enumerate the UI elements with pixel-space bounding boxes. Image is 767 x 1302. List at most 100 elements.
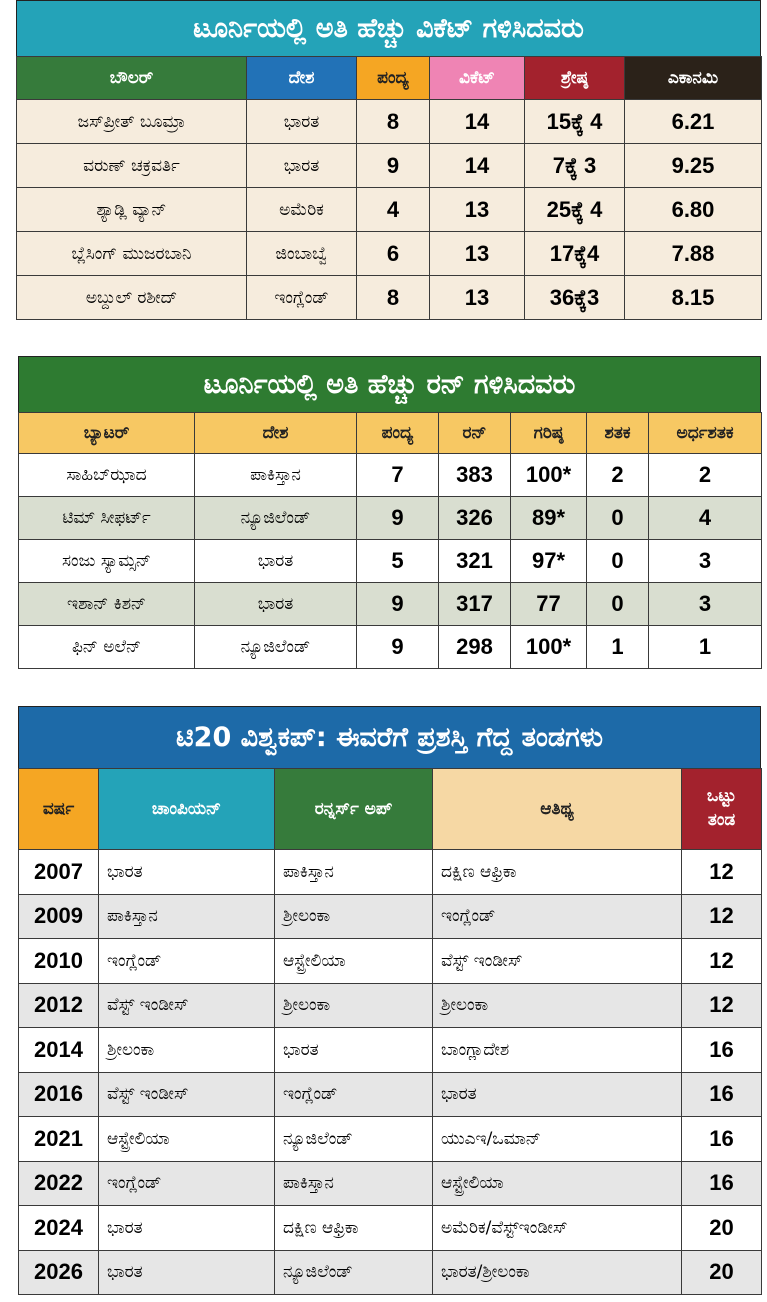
teams-cell: 16 [681, 1027, 762, 1073]
bowler-matches: 6 [356, 231, 430, 276]
champion-cell: ಭಾರತ [98, 1205, 275, 1251]
header-year: ವರ್ಷ [18, 768, 99, 850]
bowler-matches: 8 [356, 99, 430, 144]
year-cell: 2021 [18, 1116, 99, 1162]
header-teams-label: ತಂಡ [707, 810, 736, 830]
bowler-wickets: 13 [429, 275, 525, 320]
host-cell: ಇಂಗ್ಲೆಂಡ್ [432, 893, 682, 939]
header-champion: ಚಾಂಪಿಯನ್ [98, 768, 275, 850]
batter-runs: 326 [438, 496, 511, 540]
runners-up-cell: ನ್ಯೂಜಿಲೆಂಡ್ [274, 1116, 433, 1162]
teams-cell: 12 [681, 849, 762, 895]
teams-cell: 20 [681, 1249, 762, 1295]
champion-cell: ಭಾರತ [98, 1249, 275, 1295]
table-row: 2012 ವೆಸ್ಟ್ ಇಂಡೀಸ್ ಶ್ರೀಲಂಕಾ ಶ್ರೀಲಂಕಾ 12 [18, 982, 762, 1028]
table-row: 2009 ಪಾಕಿಸ್ತಾನ ಶ್ರೀಲಂಕಾ ಇಂಗ್ಲೆಂಡ್ 12 [18, 893, 762, 939]
runners-up-cell: ಇಂಗ್ಲೆಂಡ್ [274, 1071, 433, 1117]
table-row: 2016 ವೆಸ್ಟ್ ಇಂಡೀಸ್ ಇಂಗ್ಲೆಂಡ್ ಭಾರತ 16 [18, 1071, 762, 1117]
table-row: ಅಬ್ದುಲ್ ರಶೀದ್ ಇಂಗ್ಲೆಂಡ್ 8 13 36ಕ್ಕೆ3 8.1… [16, 275, 762, 320]
teams-cell: 20 [681, 1205, 762, 1251]
batter-runs: 321 [438, 539, 511, 583]
table-row: ಸಾಹಿಬ್‌ಝಾದ ಪಾಕಿಸ್ತಾನ 7 383 100* 2 2 [18, 453, 762, 497]
host-cell: ಭಾರತ [432, 1071, 682, 1117]
header-runners-up: ರನ್ನರ್ಸ್ ಅಪ್ [274, 768, 433, 850]
batter-country: ನ್ಯೂಜಿಲೆಂಡ್ [194, 625, 357, 669]
year-cell: 2007 [18, 849, 99, 895]
batter-country: ಭಾರತ [194, 582, 357, 626]
header-country: ದೇಶ [246, 56, 357, 100]
batter-fifties: 4 [648, 496, 762, 540]
bowler-name: ಅಬ್ದುಲ್ ರಶೀದ್ [16, 275, 247, 320]
runners-up-cell: ಆಸ್ಟ್ರೇಲಿಯಾ [274, 938, 433, 984]
bowler-name: ಬ್ಲೆಸಿಂಗ್ ಮುಜರಬಾನಿ [16, 231, 247, 276]
year-cell: 2009 [18, 893, 99, 939]
batter-runs: 383 [438, 453, 511, 497]
runners-up-cell: ಪಾಕಿಸ್ತಾನ [274, 1160, 433, 1206]
runners-up-cell: ಭಾರತ [274, 1027, 433, 1073]
teams-cell: 12 [681, 982, 762, 1028]
header-batter: ಬ್ಯಾಟರ್ [18, 412, 195, 454]
champion-cell: ಪಾಕಿಸ್ತಾನ [98, 893, 275, 939]
batter-country: ಭಾರತ [194, 539, 357, 583]
host-cell: ಯುಎಇ/ಒಮಾನ್ [432, 1116, 682, 1162]
header-bowler: ಬೌಲರ್ [16, 56, 247, 100]
host-cell: ವೆಸ್ಟ್ ಇಂಡೀಸ್ [432, 938, 682, 984]
table-row: 2014 ಶ್ರೀಲಂಕಾ ಭಾರತ ಬಾಂಗ್ಲಾದೇಶ 16 [18, 1027, 762, 1073]
table-row: ಇಶಾನ್ ಕಿಶನ್ ಭಾರತ 9 317 77 0 3 [18, 582, 762, 626]
batter-name: ಫಿನ್ ಅಲೆನ್ [18, 625, 195, 669]
header-country: ದೇಶ [194, 412, 357, 454]
bowler-wickets: 14 [429, 99, 525, 144]
teams-cell: 12 [681, 893, 762, 939]
bowler-country: ಇಂಗ್ಲೆಂಡ್ [246, 275, 357, 320]
batter-country: ಪಾಕಿಸ್ತಾನ [194, 453, 357, 497]
header-highest: ಗರಿಷ್ಠ [510, 412, 587, 454]
bowler-best: 15ಕ್ಕೆ 4 [524, 99, 625, 144]
champion-cell: ವೆಸ್ಟ್ ಇಂಡೀಸ್ [98, 1071, 275, 1117]
year-cell: 2012 [18, 982, 99, 1028]
table-row: ಬ್ಲೆಸಿಂಗ್ ಮುಜರಬಾನಿ ಜಿಂಬಾಬ್ವೆ 6 13 17ಕ್ಕೆ… [16, 231, 762, 276]
batter-highest: 89* [510, 496, 587, 540]
host-cell: ಭಾರತ/ಶ್ರೀಲಂಕಾ [432, 1249, 682, 1295]
bowler-economy: 9.25 [624, 143, 762, 188]
teams-cell: 16 [681, 1071, 762, 1117]
year-cell: 2026 [18, 1249, 99, 1295]
header-hundreds: ಶತಕ [586, 412, 649, 454]
table-row: ಸಂಜು ಸ್ಯಾಮ್ಸನ್ ಭಾರತ 5 321 97* 0 3 [18, 539, 762, 583]
bowler-country: ಭಾರತ [246, 99, 357, 144]
year-cell: 2022 [18, 1160, 99, 1206]
wickets-section: ಟೂರ್ನಿಯಲ್ಲಿ ಅತಿ ಹೆಚ್ಚು ವಿಕೆಟ್ ಗಳಿಸಿದವರು … [16, 0, 762, 320]
runners-up-cell: ಶ್ರೀಲಂಕಾ [274, 982, 433, 1028]
runners-up-cell: ದಕ್ಷಿಣ ಆಫ್ರಿಕಾ [274, 1205, 433, 1251]
champion-cell: ಇಂಗ್ಲೆಂಡ್ [98, 1160, 275, 1206]
host-cell: ಶ್ರೀಲಂಕಾ [432, 982, 682, 1028]
table-row: 2026 ಭಾರತ ನ್ಯೂಜಿಲೆಂಡ್ ಭಾರತ/ಶ್ರೀಲಂಕಾ 20 [18, 1249, 762, 1295]
bowler-name: ವರುಣ್ ಚಕ್ರವರ್ತಿ [16, 143, 247, 188]
table-row: 2022 ಇಂಗ್ಲೆಂಡ್ ಪಾಕಿಸ್ತಾನ ಆಸ್ಟ್ರೇಲಿಯಾ 16 [18, 1160, 762, 1206]
bowler-best: 17ಕ್ಕೆ4 [524, 231, 625, 276]
header-host: ಆತಿಥ್ಯ [432, 768, 682, 850]
batter-name: ಸಂಜು ಸ್ಯಾಮ್ಸನ್ [18, 539, 195, 583]
champions-section: ಟಿ20 ವಿಶ್ವಕಪ್: ಈವರೆಗೆ ಪ್ರಶಸ್ತಿ ಗೆದ್ದ ತಂಡ… [18, 706, 762, 1295]
bowler-matches: 9 [356, 143, 430, 188]
bowler-best: 7ಕ್ಕೆ 3 [524, 143, 625, 188]
bowler-wickets: 14 [429, 143, 525, 188]
bowler-wickets: 13 [429, 231, 525, 276]
batter-name: ಸಾಹಿಬ್‌ಝಾದ [18, 453, 195, 497]
batter-country: ನ್ಯೂಜಿಲೆಂಡ್ [194, 496, 357, 540]
batter-fifties: 3 [648, 539, 762, 583]
batter-highest: 100* [510, 453, 587, 497]
runners-up-cell: ಶ್ರೀಲಂಕಾ [274, 893, 433, 939]
runners-up-cell: ಪಾಕಿಸ್ತಾನ [274, 849, 433, 895]
header-economy: ಎಕಾನಮಿ [624, 56, 762, 100]
champions-header-row: ವರ್ಷ ಚಾಂಪಿಯನ್ ರನ್ನರ್ಸ್ ಅಪ್ ಆತಿಥ್ಯ ಒಟ್ಟು … [18, 768, 762, 850]
header-wickets: ವಿಕೆಟ್ [429, 56, 525, 100]
bowler-country: ಭಾರತ [246, 143, 357, 188]
batter-name: ಇಶಾನ್ ಕಿಶನ್ [18, 582, 195, 626]
champions-title: ಟಿ20 ವಿಶ್ವಕಪ್: ಈವರೆಗೆ ಪ್ರಶಸ್ತಿ ಗೆದ್ದ ತಂಡ… [18, 706, 761, 768]
batter-fifties: 3 [648, 582, 762, 626]
runs-title: ಟೂರ್ನಿಯಲ್ಲಿ ಅತಿ ಹೆಚ್ಚು ರನ್ ಗಳಿಸಿದವರು [18, 356, 761, 412]
champion-cell: ವೆಸ್ಟ್ ಇಂಡೀಸ್ [98, 982, 275, 1028]
host-cell: ಬಾಂಗ್ಲಾದೇಶ [432, 1027, 682, 1073]
host-cell: ದಕ್ಷಿಣ ಆಫ್ರಿಕಾ [432, 849, 682, 895]
batter-hundreds: 1 [586, 625, 649, 669]
